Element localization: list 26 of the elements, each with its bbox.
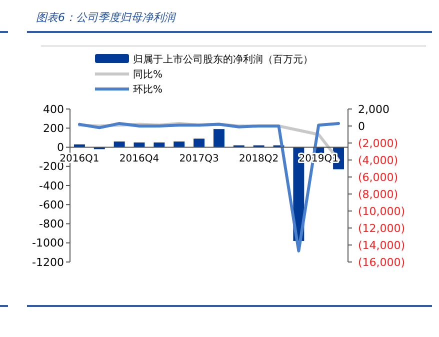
y2-tick-label: (4,000): [358, 154, 398, 167]
y2-tick-label: (8,000): [358, 188, 398, 201]
y2-tick-label: (6,000): [358, 170, 398, 184]
y2-tick-label: (16,000): [358, 256, 406, 269]
y-tick-label: -1200: [32, 256, 64, 269]
x-tick-label: 2018Q2: [238, 153, 279, 164]
y-tick-label: -200: [39, 160, 64, 174]
x-tick-label: 2016Q4: [119, 153, 160, 164]
legend-label: 环比%: [133, 84, 163, 96]
chart-title: 图表6：公司季度归母净利润: [36, 11, 177, 24]
y2-tick-label: 2,000: [358, 102, 390, 116]
y-tick-label: 400: [43, 102, 64, 116]
y2-tick-label: (10,000): [358, 204, 406, 218]
y2-tick-label: (12,000): [358, 222, 406, 235]
y2-tick-label: 0: [358, 120, 365, 133]
legend-label: 归属于上市公司股东的净利润（百万元）: [133, 54, 313, 66]
y-tick-label: 200: [43, 122, 64, 135]
y-tick-label: -1000: [32, 236, 64, 250]
x-tick-label: 2017Q3: [179, 153, 219, 164]
y-tick-label: -400: [39, 179, 64, 192]
y-tick-label: 0: [57, 141, 64, 154]
y2-tick-label: (2,000): [358, 136, 398, 150]
legend-label: 同比%: [133, 68, 163, 80]
y-tick-label: -600: [39, 198, 64, 212]
y-tick-label: -800: [39, 218, 64, 231]
y2-tick-label: (14,000): [358, 238, 406, 252]
